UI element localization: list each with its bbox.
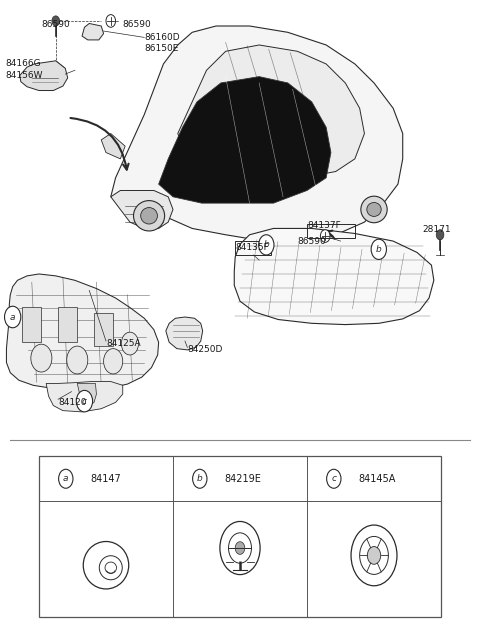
Text: 84120: 84120 <box>58 398 86 407</box>
Bar <box>58 307 77 342</box>
Bar <box>39 456 441 618</box>
Text: 28171: 28171 <box>422 225 451 234</box>
Ellipse shape <box>133 200 165 231</box>
Circle shape <box>31 344 52 372</box>
Circle shape <box>104 349 123 374</box>
Text: 84156W: 84156W <box>5 71 43 80</box>
Bar <box>235 241 271 255</box>
Circle shape <box>76 391 93 412</box>
Circle shape <box>106 15 116 27</box>
Bar <box>94 313 113 346</box>
Circle shape <box>321 230 330 242</box>
Polygon shape <box>111 190 173 228</box>
Ellipse shape <box>367 202 381 216</box>
Text: 86590: 86590 <box>123 20 152 29</box>
Text: 84250D: 84250D <box>187 346 223 354</box>
Text: a: a <box>10 313 15 321</box>
Text: a: a <box>63 474 69 483</box>
Text: 86150E: 86150E <box>144 44 179 53</box>
Text: 86590: 86590 <box>298 236 326 245</box>
Circle shape <box>235 541 245 554</box>
Circle shape <box>4 306 21 328</box>
Text: 84219E: 84219E <box>224 474 261 484</box>
Circle shape <box>326 469 341 488</box>
Text: 84137F: 84137F <box>307 221 341 230</box>
Circle shape <box>367 547 381 564</box>
Circle shape <box>121 332 139 355</box>
Text: 86590: 86590 <box>41 20 70 29</box>
Circle shape <box>436 230 444 240</box>
Circle shape <box>67 346 88 374</box>
Text: b: b <box>264 240 269 249</box>
Circle shape <box>192 469 207 488</box>
Polygon shape <box>101 134 125 159</box>
Polygon shape <box>77 384 96 406</box>
Polygon shape <box>166 317 203 350</box>
Circle shape <box>52 16 60 26</box>
Polygon shape <box>234 228 434 325</box>
Ellipse shape <box>141 207 157 224</box>
Bar <box>307 224 355 238</box>
Polygon shape <box>158 77 331 203</box>
Circle shape <box>371 239 386 259</box>
Text: 84125A: 84125A <box>106 339 141 348</box>
Polygon shape <box>20 61 68 91</box>
Polygon shape <box>6 274 158 390</box>
Text: 84147: 84147 <box>90 474 120 484</box>
Text: c: c <box>331 474 336 483</box>
Text: b: b <box>197 474 203 483</box>
Polygon shape <box>82 23 104 40</box>
Circle shape <box>59 469 73 488</box>
Text: c: c <box>82 397 87 406</box>
Text: 86160D: 86160D <box>144 33 180 42</box>
Polygon shape <box>178 45 364 178</box>
Text: b: b <box>376 245 382 254</box>
Bar <box>22 307 41 342</box>
Circle shape <box>259 235 274 255</box>
Polygon shape <box>46 382 123 412</box>
Text: 84145A: 84145A <box>358 474 396 484</box>
Ellipse shape <box>361 196 387 223</box>
Text: 84135F: 84135F <box>235 243 269 252</box>
Text: 84166G: 84166G <box>5 60 41 68</box>
Polygon shape <box>111 26 403 241</box>
